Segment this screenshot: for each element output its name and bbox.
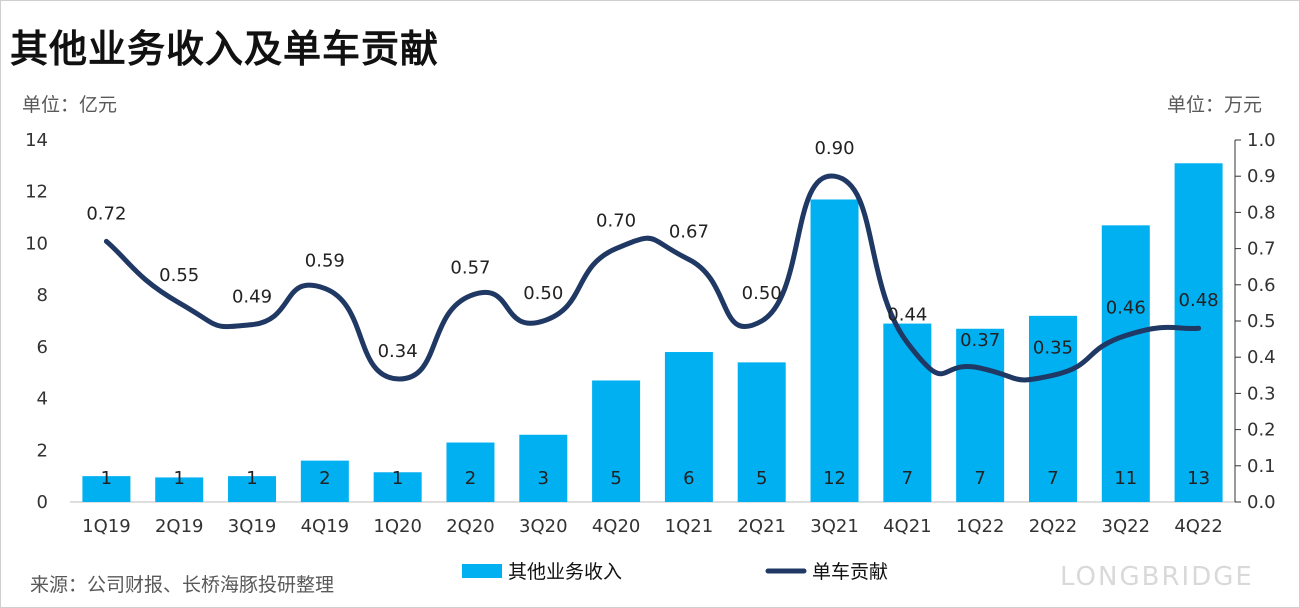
x-tick-label: 1Q22 xyxy=(956,516,1005,537)
line-data-label: 0.57 xyxy=(450,258,490,279)
line-data-label: 0.50 xyxy=(523,283,563,304)
source-note: 来源：公司财报、长桥海豚投研整理 xyxy=(30,574,335,596)
bar-data-label: 3 xyxy=(538,468,549,489)
x-tick-label: 1Q21 xyxy=(665,516,714,537)
line-data-label: 0.48 xyxy=(1179,290,1219,311)
x-tick-label: 3Q19 xyxy=(228,516,277,537)
right-y-tick-label: 0.2 xyxy=(1247,420,1276,441)
legend-swatch-bar xyxy=(462,564,502,578)
right-y-tick-label: 0.8 xyxy=(1247,202,1276,223)
line-data-label: 0.50 xyxy=(742,283,782,304)
left-y-tick-label: 12 xyxy=(25,182,48,203)
longbridge-watermark: LONGBRIDGE xyxy=(1060,562,1254,592)
right-y-tick-label: 0.0 xyxy=(1247,492,1276,513)
bar-data-label: 1 xyxy=(246,468,257,489)
line-data-label: 0.46 xyxy=(1106,297,1146,318)
x-tick-label: 4Q22 xyxy=(1174,516,1223,537)
bar xyxy=(664,352,713,502)
x-tick-label: 1Q19 xyxy=(82,516,131,537)
right-y-tick-label: 1.0 xyxy=(1247,130,1276,151)
chart-title: 其他业务收入及单车贡献 xyxy=(10,27,440,71)
x-tick-label: 2Q21 xyxy=(737,516,786,537)
bar-data-label: 1 xyxy=(101,468,112,489)
bar xyxy=(810,199,859,502)
right-y-tick-label: 0.4 xyxy=(1247,347,1276,368)
line-data-label: 0.55 xyxy=(159,265,199,286)
legend-label-line: 单车贡献 xyxy=(812,561,888,583)
bar-data-label: 11 xyxy=(1114,468,1137,489)
line-data-label: 0.35 xyxy=(1033,337,1073,358)
x-tick-label: 2Q22 xyxy=(1029,516,1078,537)
line-data-label: 0.67 xyxy=(669,221,709,242)
bar xyxy=(883,323,932,502)
line-data-label: 0.49 xyxy=(232,287,272,308)
right-y-tick-label: 0.5 xyxy=(1247,311,1276,332)
x-tick-label: 3Q22 xyxy=(1102,516,1151,537)
right-y-tick-label: 0.9 xyxy=(1247,166,1276,187)
left-axis-unit: 单位：亿元 xyxy=(22,94,118,116)
line-data-label: 0.70 xyxy=(596,211,636,232)
right-axis-unit: 单位：万元 xyxy=(1166,94,1262,116)
line-data-label: 0.44 xyxy=(887,305,927,326)
bar xyxy=(1028,315,1077,502)
left-y-tick-label: 2 xyxy=(37,440,48,461)
bar xyxy=(1174,163,1223,502)
bar xyxy=(519,434,568,502)
x-tick-label: 4Q20 xyxy=(592,516,641,537)
bar-data-label: 7 xyxy=(1047,468,1058,489)
line-data-label: 0.37 xyxy=(960,330,1000,351)
bar xyxy=(373,472,422,502)
bar xyxy=(82,476,131,502)
bar xyxy=(446,442,495,502)
bar-data-label: 5 xyxy=(756,468,767,489)
line-data-label: 0.34 xyxy=(378,341,418,362)
line-data-label: 0.59 xyxy=(305,250,345,271)
series-line-单车贡献 xyxy=(103,173,1202,383)
left-y-tick-label: 14 xyxy=(25,130,48,151)
bar-data-label: 1 xyxy=(173,468,184,489)
bar xyxy=(956,328,1005,502)
bar xyxy=(300,460,349,502)
bar xyxy=(155,477,204,502)
left-y-tick-label: 10 xyxy=(25,233,48,254)
x-tick-label: 2Q20 xyxy=(446,516,495,537)
bar-data-label: 2 xyxy=(465,468,476,489)
right-y-tick-label: 0.3 xyxy=(1247,383,1276,404)
x-tick-label: 4Q19 xyxy=(301,516,350,537)
bar-data-label: 7 xyxy=(902,468,913,489)
bar xyxy=(228,476,277,502)
x-tick-label: 3Q20 xyxy=(519,516,568,537)
x-tick-label: 2Q19 xyxy=(155,516,204,537)
bar xyxy=(1101,225,1150,503)
bar-data-label: 6 xyxy=(683,468,694,489)
line-data-label: 0.72 xyxy=(86,203,126,224)
x-tick-label: 3Q21 xyxy=(810,516,859,537)
bar-data-label: 1 xyxy=(392,468,403,489)
bar-data-label: 5 xyxy=(610,468,621,489)
x-tick-label: 4Q21 xyxy=(883,516,932,537)
left-y-tick-label: 8 xyxy=(37,285,48,306)
left-y-tick-label: 6 xyxy=(37,337,48,358)
bar-data-label: 12 xyxy=(823,468,846,489)
bar-data-label: 13 xyxy=(1187,468,1210,489)
line-data-label: 0.90 xyxy=(814,138,854,159)
left-y-tick-label: 0 xyxy=(37,492,48,513)
legend-label-bar: 其他业务收入 xyxy=(508,561,622,583)
bar-data-label: 2 xyxy=(319,468,330,489)
bar xyxy=(737,362,786,502)
right-y-tick-label: 0.7 xyxy=(1247,239,1276,260)
x-tick-label: 1Q20 xyxy=(373,516,422,537)
left-y-tick-label: 4 xyxy=(37,389,48,410)
right-y-tick-label: 0.1 xyxy=(1247,456,1276,477)
bar-data-label: 7 xyxy=(974,468,985,489)
right-y-tick-label: 0.6 xyxy=(1247,275,1276,296)
bar xyxy=(592,380,641,502)
